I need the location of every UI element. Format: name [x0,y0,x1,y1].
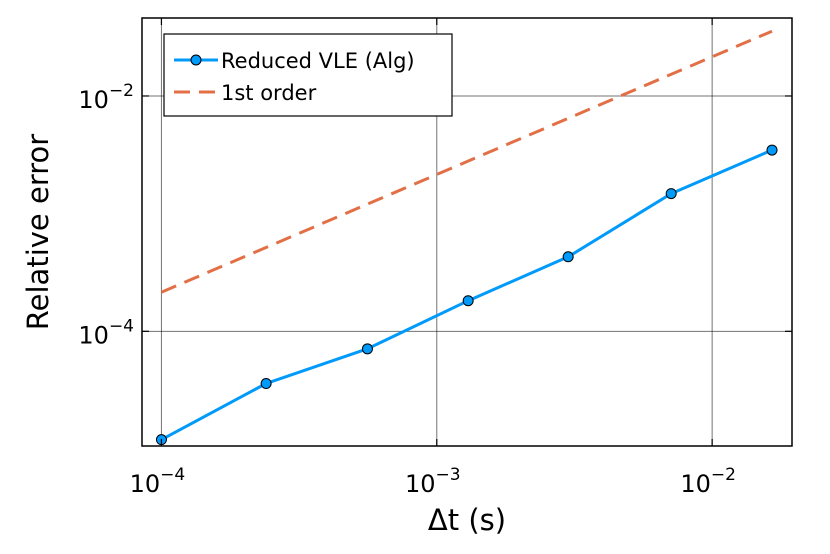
axis-ticks [142,18,792,446]
y-tick-label: 10−2 [78,81,134,114]
data-point [462,295,474,307]
y-axis-label: Relative error [21,134,55,330]
data-point [361,343,373,355]
series-layer [155,29,778,446]
data-point [766,144,778,156]
series-line-1 [160,29,773,294]
x-tick-label: 10−3 [405,465,461,498]
data-point [665,188,677,200]
x-tick-label: 10−2 [680,465,736,498]
x-axis-label: Δt (s) [428,503,506,537]
legend-label-first-order: 1st order [221,81,317,105]
tick-labels: 10−4 10−3 10−2 10−4 10−2 [78,81,736,498]
legend-box [163,33,453,117]
y-tick-label: 10−4 [78,316,134,349]
x-tick-label: 10−4 [130,465,186,498]
legend: Reduced VLE (Alg) 1st order [163,33,453,117]
data-point [562,251,574,263]
legend-marker-reduced-vle [190,54,202,66]
plot-frame [141,17,793,447]
data-point [260,378,272,390]
legend-label-reduced-vle: Reduced VLE (Alg) [221,49,415,73]
